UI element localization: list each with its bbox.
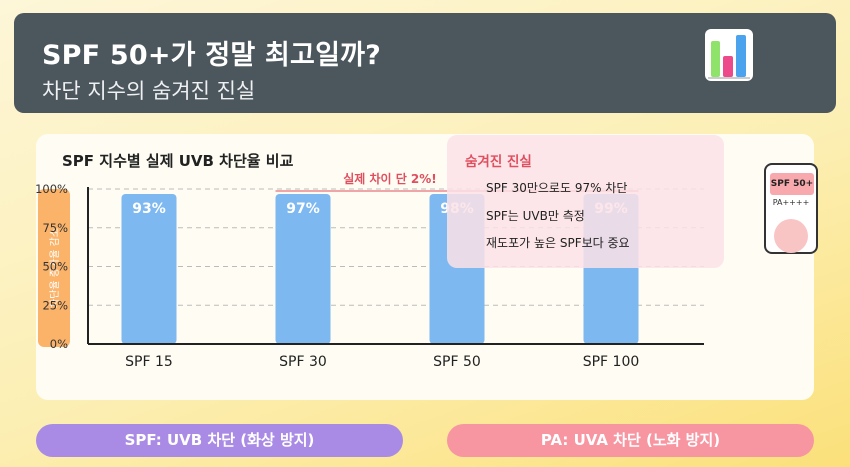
- y-axis-label: 차단율 증가율 감소: [49, 228, 61, 308]
- y-tick-label: 100%: [36, 182, 68, 196]
- page-title: SPF 50+가 정말 최고일까?: [42, 40, 382, 71]
- spf-info-pill: SPF: UVB 차단 (화상 방지): [36, 424, 403, 457]
- y-axis-label-band: [38, 189, 70, 347]
- header-banner: SPF 50+가 정말 최고일까? 차단 지수의 숨겨진 진실: [14, 13, 836, 113]
- product-spf-label: SPF 50+: [770, 173, 814, 195]
- truth-item: 재도포가 높은 SPF보다 중요: [486, 236, 630, 250]
- hidden-truth-box: 숨겨진 진실 SPF 30만으로도 97% 차단 SPF는 UVB만 측정 재도…: [447, 135, 724, 268]
- truth-item: SPF는 UVB만 측정: [486, 209, 585, 223]
- annotation-text: 실제 차이 단 2%!: [343, 171, 437, 186]
- pa-info-pill: PA: UVA 차단 (노화 방지): [447, 424, 814, 457]
- sunscreen-product-illustration: SPF 50+ PA++++: [764, 163, 818, 254]
- product-cap-circle: [774, 219, 808, 253]
- page-subtitle: 차단 지수의 숨겨진 진실: [42, 79, 256, 103]
- truth-item: SPF 30만으로도 97% 차단: [486, 181, 628, 195]
- bar: [275, 194, 331, 344]
- bar: [121, 194, 177, 344]
- x-tick-label: SPF 50: [433, 354, 481, 370]
- truth-title: 숨겨진 진실: [465, 154, 532, 170]
- bar-value-label: 97%: [286, 201, 320, 217]
- x-tick-label: SPF 30: [279, 354, 327, 370]
- x-tick-label: SPF 100: [583, 354, 640, 370]
- y-tick-label: 0%: [50, 337, 68, 351]
- x-tick-label: SPF 15: [125, 354, 173, 370]
- chart-title: SPF 지수별 실제 UVB 차단율 비교: [62, 152, 294, 170]
- y-tick-label: 25%: [42, 298, 68, 312]
- y-tick-label: 75%: [42, 221, 68, 235]
- y-tick-label: 50%: [42, 260, 68, 274]
- bar-chart-icon: [705, 29, 753, 81]
- product-pa-label: PA++++: [772, 198, 810, 207]
- bar-value-label: 93%: [132, 201, 166, 217]
